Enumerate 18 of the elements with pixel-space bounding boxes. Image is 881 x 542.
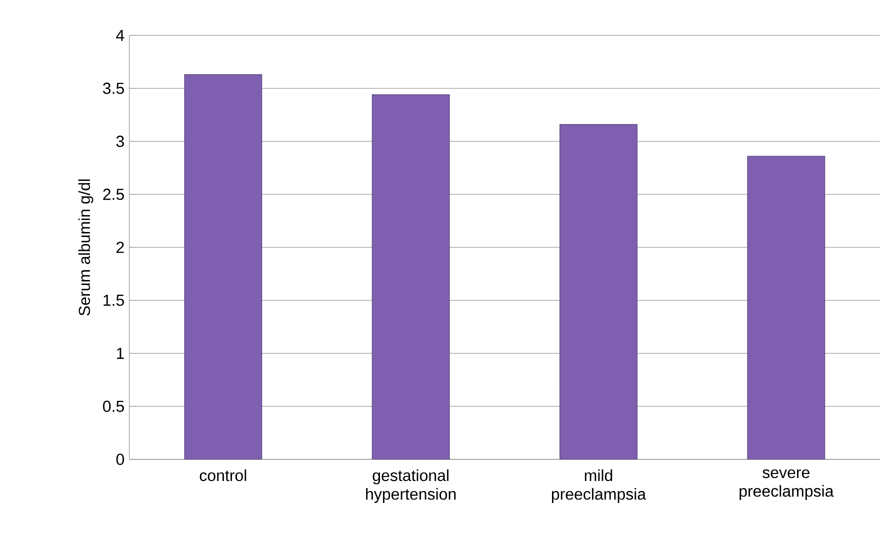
y-tick-label: 3 [116,136,124,147]
x-tick-label: severe preeclampsia [740,469,834,500]
y-tick-label: 1.5 [104,294,124,306]
x-tick-label: mild preeclampsia [552,469,646,503]
x-tick-label: gestational hypertension [366,469,456,503]
y-tick-label: 2.5 [103,188,124,200]
bar [372,94,450,460]
y-tick-label: 3.5 [102,82,124,94]
y-tick-label: 0 [116,454,124,465]
y-tick-label: 4 [116,30,124,41]
bar [560,124,638,460]
y-axis-title: Serum albumin g/dl [78,180,94,316]
y-tick-label: 0.5 [103,400,124,412]
bar [184,74,262,460]
y-tick-label: 1 [116,348,124,359]
y-tick-label: 2 [116,242,124,253]
bar [747,156,826,460]
x-tick-label: control [200,469,246,482]
